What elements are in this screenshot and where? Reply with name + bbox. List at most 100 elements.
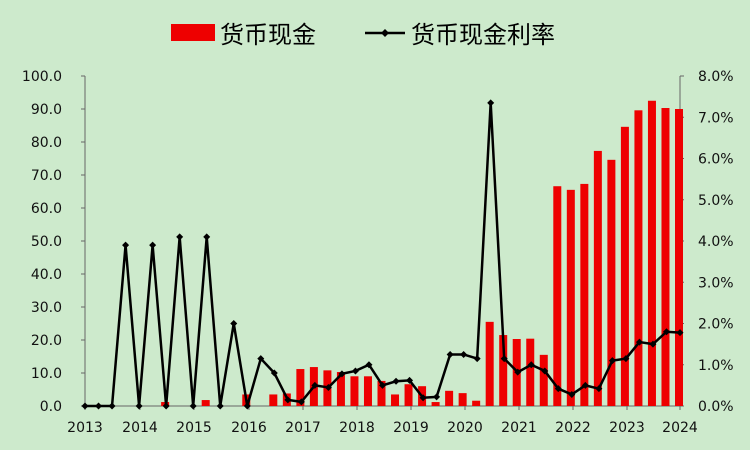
rate-point [554,385,562,393]
rate-point [487,99,495,107]
bar [336,372,345,406]
bar [445,390,454,406]
rate-point [297,398,305,406]
bar [539,354,548,406]
right-tick-label: 8.0% [698,69,734,85]
bar [431,402,440,406]
x-tick-label: 2021 [501,420,537,436]
bar [296,369,305,406]
rate-point [500,355,508,363]
left-tick-label: 100.0 [22,69,62,85]
bar [269,394,278,406]
right-tick-label: 0.0% [698,399,734,415]
bar [661,108,670,406]
rate-point [541,367,549,375]
rate-point [676,329,684,337]
rate-point [608,357,616,365]
bar [526,338,535,406]
rate-point [622,355,630,363]
bar [201,400,210,406]
bar [634,110,643,406]
rate-point [149,241,157,249]
bar [404,384,413,406]
bar [647,100,656,406]
legend-line-marker [381,29,389,37]
rate-point [581,381,589,389]
legend-line-label: 货币现金利率 [411,21,555,49]
left-tick-label: 0.0 [40,399,62,415]
bar [593,150,602,406]
rate-point [527,361,535,369]
rate-point [460,350,468,358]
right-tick-label: 1.0% [698,358,734,374]
rate-point [662,328,670,336]
x-tick-label: 2019 [393,420,429,436]
rate-point [595,385,603,393]
rate-point [392,377,400,385]
x-tick-label: 2022 [555,420,591,436]
rate-point [81,402,89,410]
bar [377,380,386,406]
right-tick-label: 6.0% [698,152,734,168]
legend-bar-label: 货币现金 [220,21,316,49]
rate-point [473,355,481,363]
right-tick-label: 7.0% [698,110,734,126]
bar [499,335,508,406]
left-tick-label: 40.0 [31,267,62,283]
rate-point [324,383,332,391]
left-tick-label: 60.0 [31,201,62,217]
bar [350,376,359,406]
bar [391,394,400,406]
rate-point [365,361,373,369]
x-tick-label: 2023 [609,420,645,436]
bar [675,109,683,406]
rate-point [419,394,427,402]
rate-point [176,233,184,241]
x-tick-label: 2017 [285,420,321,436]
left-tick-label: 30.0 [31,300,62,316]
rate-point [189,402,197,410]
x-tick-label: 2013 [67,420,103,436]
left-tick-label: 90.0 [31,102,62,118]
left-tick-label: 10.0 [31,366,62,382]
bar [620,126,629,406]
rate-point [568,390,576,398]
rate-point [446,350,454,358]
left-tick-label: 80.0 [31,135,62,151]
rate-point [95,402,103,410]
bar [363,376,372,406]
left-tick-label: 20.0 [31,333,62,349]
rate-line [85,102,681,408]
rate-point [514,368,522,376]
rate-point [135,402,143,410]
bar [485,321,494,406]
rate-point [257,355,265,363]
rate-point [216,402,224,410]
rate-point [284,396,292,404]
bar [458,393,467,406]
rate-point [270,369,278,377]
right-tick-label: 4.0% [698,234,734,250]
left-tick-label: 50.0 [31,234,62,250]
bar [472,400,481,406]
rate-point [162,402,170,410]
rate-point [311,381,319,389]
x-tick-label: 2014 [122,420,158,436]
rate-point [230,320,238,327]
rate-point [243,402,251,410]
right-tick-label: 2.0% [698,317,734,333]
right-tick-label: 5.0% [698,193,734,209]
bar [607,159,616,406]
bar [580,183,589,406]
rate-point [406,376,414,384]
rate-point [649,340,657,348]
x-tick-label: 2024 [662,420,698,436]
x-tick-label: 2015 [176,420,212,436]
x-tick-label: 2020 [447,420,483,436]
rate-point [379,381,386,389]
rate-point [108,402,116,410]
bar [553,186,562,406]
bar [566,189,575,406]
